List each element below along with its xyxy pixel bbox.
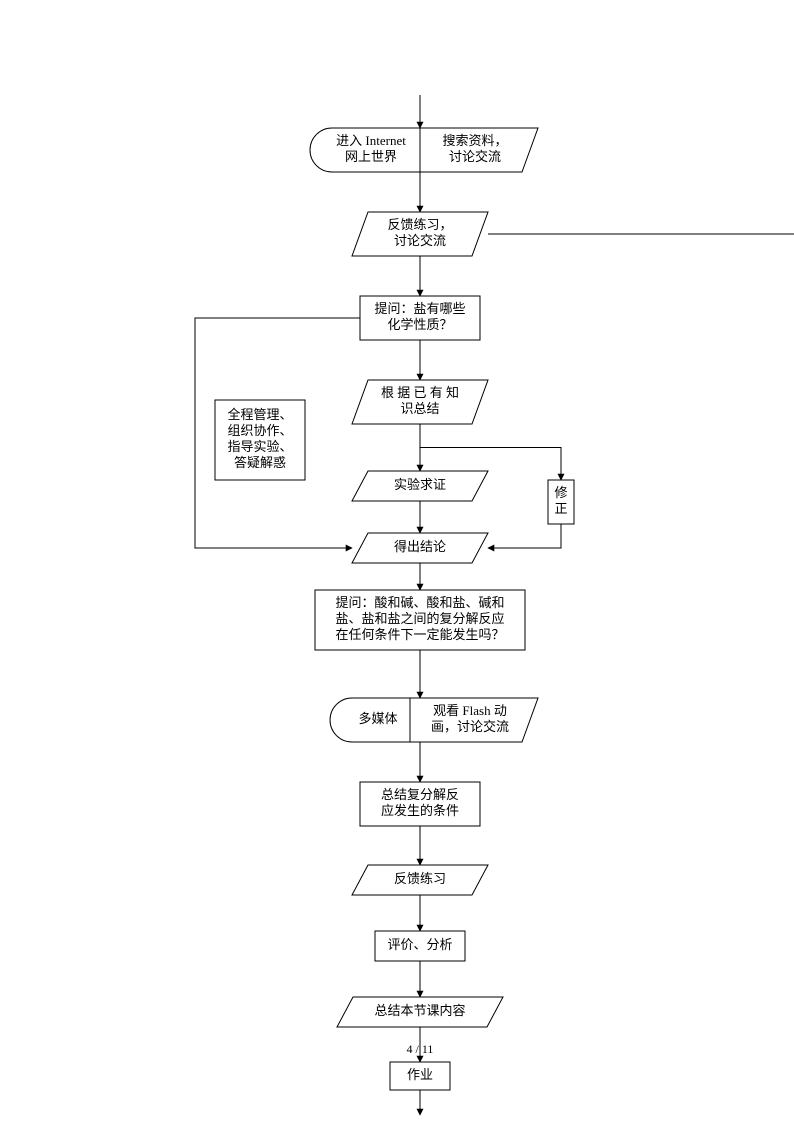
- label-n3: 提问：盐有哪些: [374, 301, 465, 316]
- label-side1: 答疑解惑: [234, 455, 286, 470]
- label-n9: 总结复分解反: [381, 787, 459, 802]
- label-n2: 反馈练习，: [387, 217, 452, 232]
- label-n1b: 讨论交流: [449, 149, 501, 164]
- label-n13: 作业: [407, 1067, 433, 1082]
- label-side2: 修: [554, 485, 567, 500]
- label-side2: 正: [554, 501, 567, 516]
- label-side1: 全程管理、: [227, 407, 292, 422]
- label-n8b: 画，讨论交流: [431, 719, 509, 734]
- label-n3: 化学性质？: [387, 317, 452, 332]
- label-n11: 评价、分析: [387, 937, 452, 952]
- label-side1: 组织协作、: [227, 423, 292, 438]
- label-n7: 在任何条件下一定能发生吗？: [335, 627, 504, 642]
- label-n7: 提问：酸和碱、酸和盐、碱和: [335, 595, 504, 610]
- label-n8b: 观看 Flash 动: [433, 703, 507, 718]
- label-n5: 实验求证: [394, 477, 446, 492]
- label-n6: 得出结论: [394, 539, 446, 554]
- label-side1: 指导实验、: [227, 439, 292, 454]
- label-n7: 盐、盐和盐之间的复分解反应: [335, 611, 504, 626]
- label-n1a: 进入 Internet: [336, 133, 406, 148]
- label-n9: 应发生的条件: [381, 803, 459, 818]
- label-n1a: 网上世界: [345, 149, 397, 164]
- label-n2: 讨论交流: [394, 233, 446, 248]
- flowchart-canvas: 进入 Internet网上世界搜索资料，讨论交流反馈练习，讨论交流提问：盐有哪些…: [0, 0, 794, 1123]
- label-n4: 根 据 已 有 知: [381, 385, 459, 400]
- label-n4: 识总结: [400, 401, 439, 416]
- label-n12: 总结本节课内容: [374, 1003, 465, 1018]
- label-n8a: 多媒体: [358, 711, 397, 726]
- label-n10: 反馈练习: [394, 871, 446, 886]
- label-n1b: 搜索资料，: [442, 133, 507, 148]
